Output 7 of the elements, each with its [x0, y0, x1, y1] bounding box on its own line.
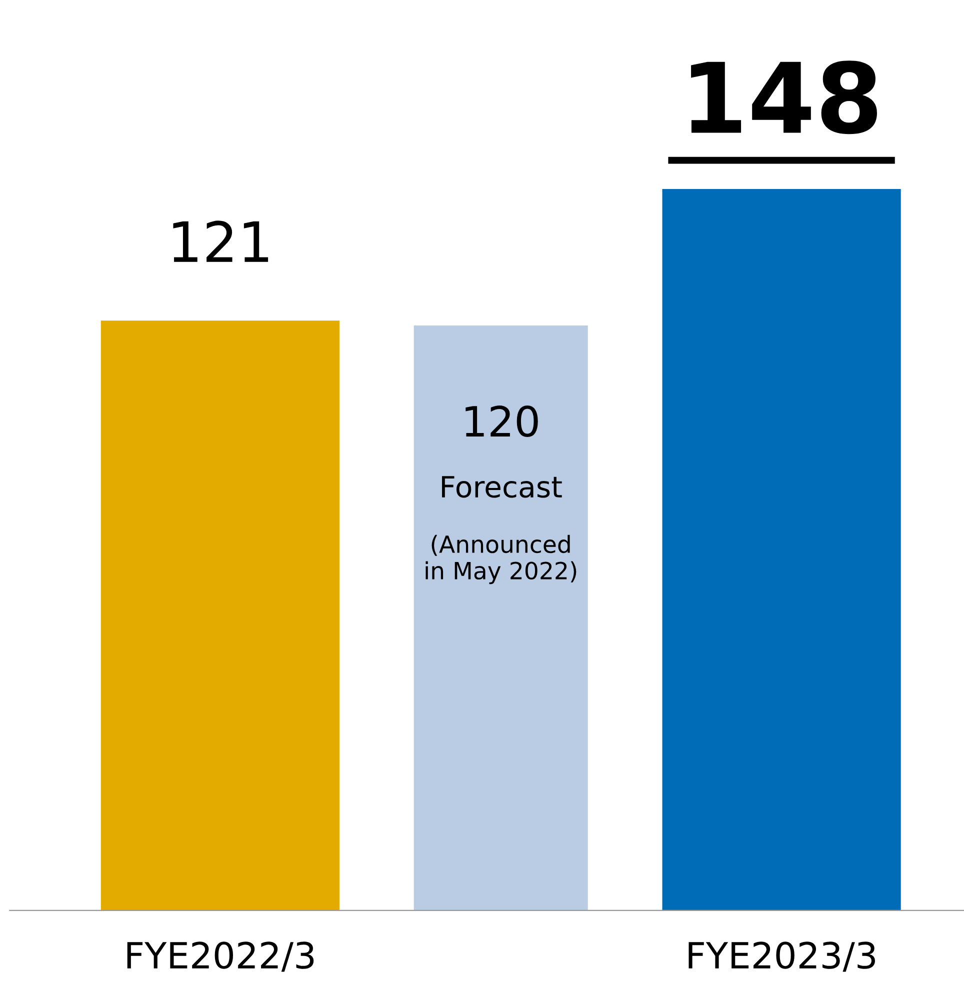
- x-tick-label: FYE2022/3: [127, 942, 314, 972]
- data-label: 148: [691, 60, 877, 134]
- x-tick-label: FYE2023/3: [688, 942, 875, 972]
- annotation: (Announced in May 2022): [426, 534, 576, 584]
- annotation: Forecast: [442, 476, 562, 498]
- data-label: 120: [466, 406, 538, 438]
- data-label: 121: [173, 220, 268, 262]
